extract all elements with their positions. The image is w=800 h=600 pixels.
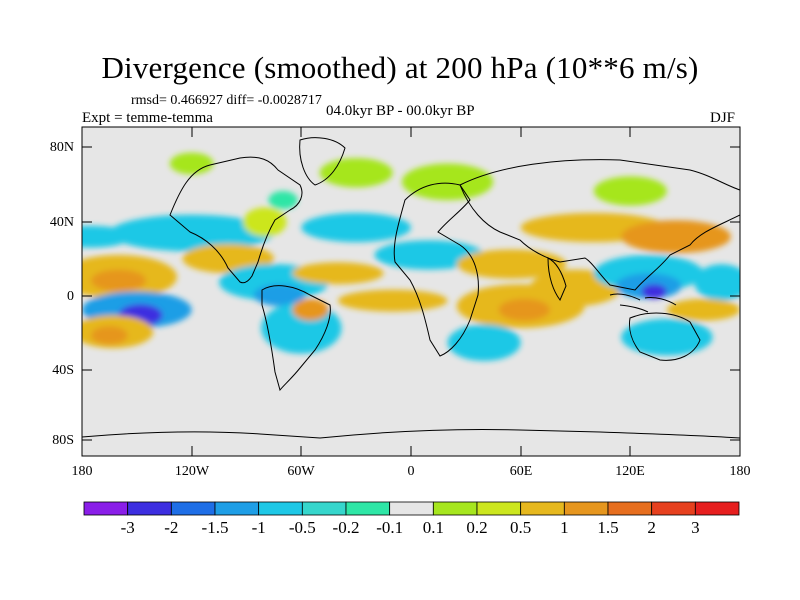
divergence-region: [401, 163, 494, 201]
divergence-region: [498, 298, 550, 321]
colorbar-swatch: [476, 501, 522, 516]
colorbar-label: 0.5: [510, 518, 532, 537]
colorbar-label: 1.5: [597, 518, 619, 537]
lat-label-40s: 40S: [52, 363, 74, 378]
lat-label-80n: 80N: [49, 140, 74, 155]
colorbar-swatch: [345, 501, 391, 516]
divergence-region: [268, 190, 298, 210]
colorbar-swatch: [563, 501, 609, 516]
lon-label-0: 0: [407, 464, 415, 479]
colorbar-label: -0.1: [376, 518, 404, 537]
divergence-region: [621, 220, 731, 254]
plot-title: Divergence (smoothed) at 200 hPa (10**6 …: [101, 50, 699, 85]
lon-label-120e: 120E: [615, 464, 645, 479]
divergence-region: [91, 269, 146, 292]
divergence-region: [169, 152, 214, 175]
lat-label-80s: 80S: [52, 433, 74, 448]
lon-label-120w: 120W: [174, 464, 210, 479]
colorbar-label: -0.5: [288, 518, 316, 537]
axis-ticks: [81, 127, 741, 456]
divergence-region: [242, 207, 287, 237]
divergence-region: [91, 326, 128, 345]
divergence-region: [641, 284, 667, 299]
period-label: 04.0kyr BP - 00.0kyr BP: [326, 103, 475, 119]
colorbar-swatch: [651, 501, 696, 516]
divergence-region: [253, 284, 305, 307]
divergence-region: [694, 264, 740, 301]
colorbar-swatch: [214, 501, 260, 516]
colorbar-label: -1.5: [201, 518, 229, 537]
lon-label-60w: 60W: [287, 464, 315, 479]
lon-label-60e: 60E: [509, 464, 533, 479]
colorbar-swatch: [170, 501, 216, 516]
divergence-region: [456, 249, 567, 279]
colorbar-swatch: [694, 501, 740, 516]
colorbar-label: -1: [251, 518, 266, 537]
colorbar-swatch: [607, 501, 653, 516]
divergence-region: [319, 158, 393, 188]
lat-label-0: 0: [67, 289, 74, 304]
rmsd-diff-stats: rmsd= 0.466927 diff= -0.0028717: [131, 93, 322, 108]
divergence-region: [292, 298, 329, 321]
divergence-region: [447, 324, 521, 361]
colorbar-label: 2: [647, 518, 656, 537]
colorbar-label: -0.2: [332, 518, 360, 537]
divergence-region: [337, 289, 448, 312]
colorbar-swatch: [432, 501, 478, 516]
colorbar-swatch: [301, 501, 347, 516]
colorbar-label: -2: [164, 518, 179, 537]
colorbar-swatch: [389, 501, 434, 516]
colorbar-swatch: [520, 501, 565, 516]
colorbar-swatch: [127, 501, 172, 516]
lon-label-180w: 180: [71, 464, 93, 479]
divergence-region: [621, 318, 713, 356]
colorbar-swatch: [258, 501, 303, 516]
divergence-region: [292, 262, 384, 285]
coastlines: [82, 137, 740, 439]
colorbar-label: 0.1: [422, 518, 444, 537]
lat-label-40n: 40N: [49, 215, 74, 230]
lon-label-180e: 180: [729, 464, 751, 479]
experiment-label: Expt = temme-temma: [82, 110, 213, 126]
season-label: DJF: [710, 110, 736, 126]
colorbar-label: 0.2: [466, 518, 488, 537]
colorbar-swatch: [83, 501, 129, 516]
divergence-region: [593, 176, 667, 206]
divergence-region: [301, 212, 411, 243]
colorbar: [83, 501, 740, 516]
colorbar-label: 1: [560, 518, 569, 537]
divergence-region: [666, 298, 740, 321]
colorbar-label: 3: [691, 518, 700, 537]
colorbar-label: -3: [120, 518, 135, 537]
divergence-region: [374, 240, 485, 270]
